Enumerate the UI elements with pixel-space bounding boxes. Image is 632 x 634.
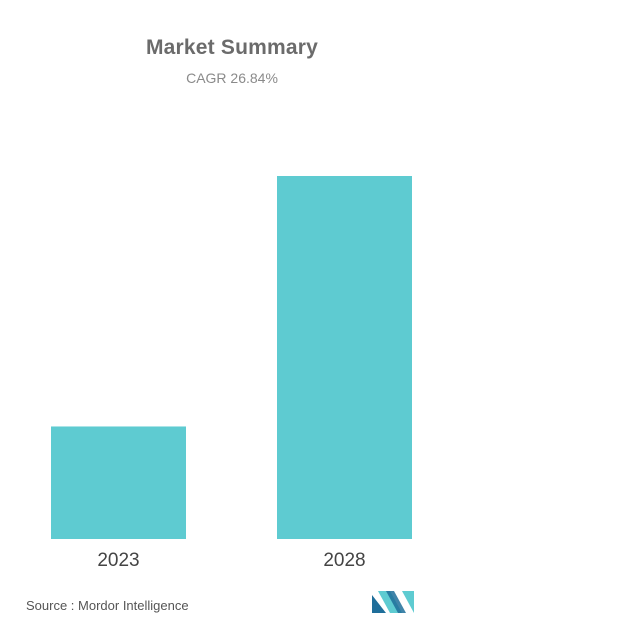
logo-right-shape: [402, 591, 414, 613]
bar-2028: [277, 176, 412, 539]
x-tick-label-2023: 2023: [97, 550, 139, 571]
x-tick-label-2028: 2028: [323, 550, 365, 571]
source-text: Source : Mordor Intelligence: [26, 598, 189, 613]
mordor-intelligence-logo-icon: [372, 591, 414, 613]
logo-mid-dark-shape: [386, 591, 406, 613]
bar-2023: [51, 426, 186, 539]
logo-left-shape: [372, 595, 386, 613]
chart-title: Market Summary: [145, 36, 319, 59]
chart-subtitle: CAGR 26.84%: [186, 70, 278, 86]
